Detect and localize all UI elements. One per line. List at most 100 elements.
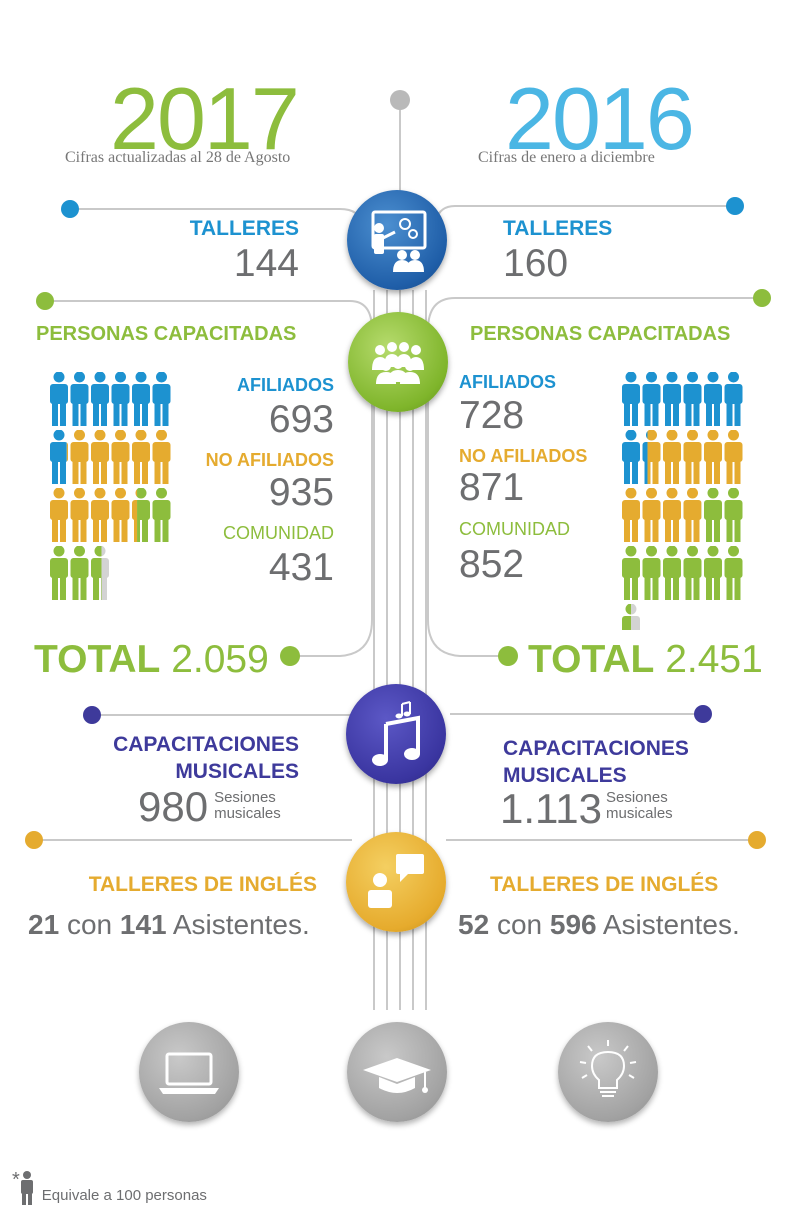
ingles-label-2017: TALLERES DE INGLÉS xyxy=(88,873,317,896)
musicales-sessions-2017: 980 Sesiones musicales xyxy=(138,786,281,828)
total-2016: TOTAL 2.451 xyxy=(528,640,763,679)
person-figure xyxy=(663,430,681,484)
person-unit-icon xyxy=(20,1171,33,1205)
sesiones-line2-2017: musicales xyxy=(214,804,281,822)
footnote-asterisk: * xyxy=(12,1169,20,1191)
musicales-line1-2017: CAPACITACIONES xyxy=(113,733,299,756)
person-figure xyxy=(642,372,661,426)
person-figure xyxy=(50,372,68,426)
sesiones-text-2016: Sesiones musicales xyxy=(606,790,673,822)
sesiones-text-2017: Sesiones musicales xyxy=(214,790,281,822)
ingles-text-2017: 21 con 141 Asistentes. xyxy=(28,911,310,939)
pictogram-2017 xyxy=(50,372,171,600)
chat-person-icon xyxy=(346,832,446,932)
musicales-line2-2016: MUSICALES xyxy=(503,764,627,788)
person-figure xyxy=(683,430,702,484)
personas-label-2017: PERSONAS CAPACITADAS xyxy=(36,323,297,345)
musicales-value-2017: 980 xyxy=(138,783,209,830)
person-figure xyxy=(663,488,681,542)
comunidad-label-2016: COMUNIDAD xyxy=(459,519,570,539)
person-figure xyxy=(704,546,722,600)
person-figure xyxy=(642,488,661,542)
year-2016: 2016 xyxy=(505,69,695,168)
no-afiliados-label-2017: NO AFILIADOS xyxy=(205,450,334,470)
footnote: * Equivale a 100 personas xyxy=(12,1170,207,1206)
person-figure xyxy=(50,546,68,600)
person-figure xyxy=(683,546,702,600)
graduation-cap-icon xyxy=(347,1022,447,1122)
talleres-value-2016: 160 xyxy=(503,242,569,285)
music-notes-icon xyxy=(346,684,446,784)
ingles-text-2016: 52 con 596 Asistentes. xyxy=(458,911,740,939)
person-figure xyxy=(724,372,743,426)
total-2017: TOTAL 2.059 xyxy=(34,640,269,679)
person-figure xyxy=(683,372,702,426)
talleres-label-2016: TALLERES xyxy=(503,217,613,240)
person-figure xyxy=(683,488,702,542)
person-figure xyxy=(152,430,171,484)
musicales-label-2017: CAPACITACIONES MUSICALES xyxy=(113,731,299,786)
no-afiliados-value-2016: 871 xyxy=(459,466,525,509)
comunidad-label-2017: COMUNIDAD xyxy=(223,523,334,543)
person-figure xyxy=(622,372,640,426)
presentation-icon xyxy=(347,190,447,290)
person-figure xyxy=(111,488,130,542)
comunidad-value-2017: 431 xyxy=(268,546,334,589)
no-afiliados-value-2017: 935 xyxy=(268,471,334,514)
person-figure xyxy=(91,488,109,542)
person-figure xyxy=(704,488,722,542)
person-figure xyxy=(704,430,722,484)
person-figure xyxy=(642,546,661,600)
personas-label-2016: PERSONAS CAPACITADAS xyxy=(470,323,731,345)
laptop-icon xyxy=(139,1022,239,1122)
ingles-count-2017: 21 xyxy=(28,909,60,940)
person-figure xyxy=(91,430,109,484)
afiliados-value-2017: 693 xyxy=(268,398,334,441)
person-figure xyxy=(70,546,89,600)
person-figure xyxy=(132,430,150,484)
person-figure xyxy=(622,604,640,630)
person-figure xyxy=(70,488,89,542)
musicales-line1-2016: CAPACITACIONES xyxy=(503,737,689,760)
afiliados-label-2017: AFILIADOS xyxy=(237,375,334,395)
person-figure xyxy=(111,430,130,484)
talleres-value-2017: 144 xyxy=(233,242,299,285)
ingles-asistentes-2017: 141 xyxy=(119,909,167,940)
person-figure xyxy=(622,430,640,484)
person-figure xyxy=(724,430,743,484)
afiliados-label-2016: AFILIADOS xyxy=(459,372,556,392)
person-figure xyxy=(132,372,150,426)
person-figure xyxy=(111,372,130,426)
person-figure xyxy=(152,488,171,542)
total-label-2017: TOTAL xyxy=(34,638,161,681)
comunidad-value-2016: 852 xyxy=(459,543,525,586)
person-figure xyxy=(622,546,640,600)
ingles-con-2017: con xyxy=(66,909,113,940)
subtitle-2016: Cifras de enero a diciembre xyxy=(478,149,655,166)
person-figure xyxy=(70,430,89,484)
ingles-count-2016: 52 xyxy=(458,909,490,940)
person-figure xyxy=(91,546,109,600)
ingles-label-2016: TALLERES DE INGLÉS xyxy=(490,873,719,896)
pictogram-2016 xyxy=(622,372,743,630)
lightbulb-icon xyxy=(558,1022,658,1122)
musicales-label-2016: CAPACITACIONES MUSICALES xyxy=(503,735,689,790)
total-value-2016: 2.451 xyxy=(665,638,763,681)
person-figure xyxy=(724,546,743,600)
person-figure xyxy=(70,372,89,426)
person-figure xyxy=(704,372,722,426)
musicales-value-2016: 1.113 xyxy=(500,785,602,832)
person-figure xyxy=(132,488,150,542)
group-people-icon xyxy=(348,312,448,412)
sesiones-line2-2016: musicales xyxy=(606,804,673,822)
total-value-2017: 2.059 xyxy=(171,638,269,681)
afiliados-value-2016: 728 xyxy=(459,394,525,437)
year-2017: 2017 xyxy=(110,69,300,168)
sesiones-line1-2017: Sesiones xyxy=(214,789,276,806)
musicales-line2-2017: MUSICALES xyxy=(175,760,299,784)
ingles-asistentes-2016: 596 xyxy=(549,909,597,940)
talleres-label-2017: TALLERES xyxy=(189,217,299,240)
person-figure xyxy=(91,372,109,426)
ingles-asistentes-label-2016: Asistentes. xyxy=(602,909,740,940)
